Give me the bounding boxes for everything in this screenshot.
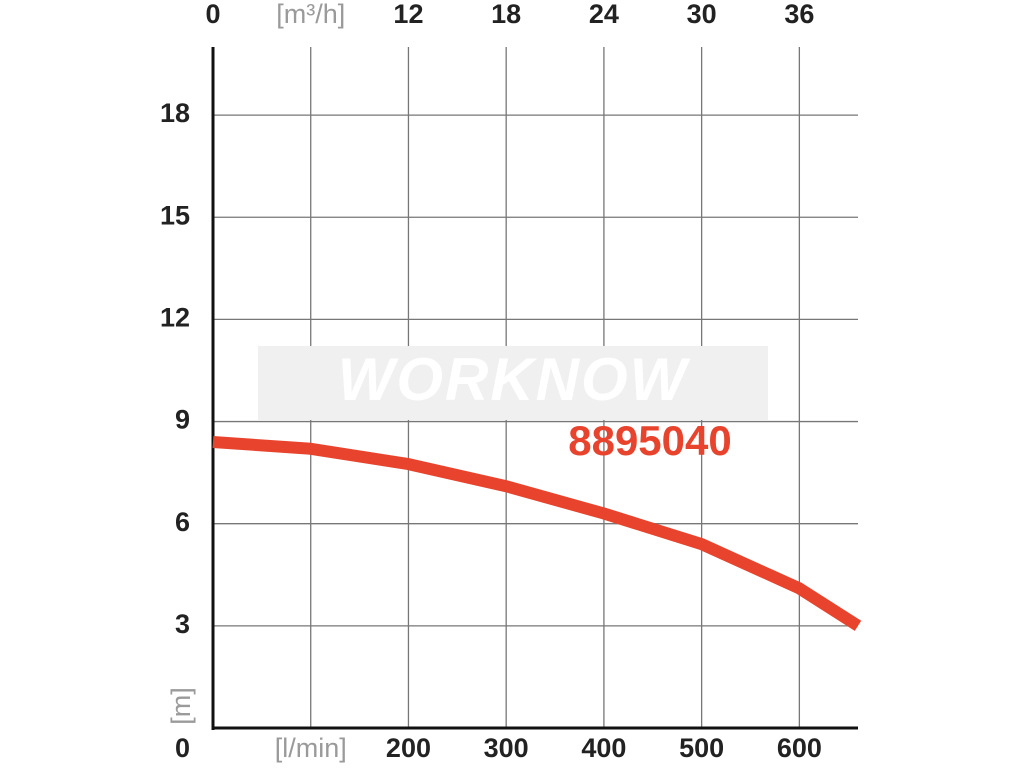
x-tick-label: 400 [581, 733, 626, 763]
x2-tick-label: 0 [205, 0, 220, 29]
x2-tick-label: 36 [784, 0, 814, 29]
watermark-box [258, 346, 768, 420]
x-tick-label: 300 [484, 733, 529, 763]
x2-tick-label: 12 [393, 0, 423, 29]
y-tick-label: 12 [160, 303, 190, 333]
y-tick-label: 9 [175, 405, 190, 435]
series-label: 8895040 [568, 417, 732, 464]
x2-tick-label: 18 [491, 0, 521, 29]
y-tick-label: 3 [175, 609, 190, 639]
x2-tick-label: 30 [687, 0, 717, 29]
x-tick-label: [l/min] [275, 733, 347, 763]
x-tick-label: 600 [777, 733, 822, 763]
x2-tick-label: 24 [589, 0, 619, 29]
y-tick-label: 6 [175, 507, 190, 537]
x2-tick-label: [m³/h] [276, 0, 345, 29]
y-axis-label: [m] [166, 687, 196, 725]
y-tick-label: 0 [175, 733, 190, 763]
x-tick-label: 500 [679, 733, 724, 763]
x-tick-label: 200 [386, 733, 431, 763]
curve [212, 435, 862, 631]
y-tick-label: 15 [160, 200, 190, 230]
y-tick-label: 18 [160, 98, 190, 128]
watermark: WORKNOW [338, 346, 691, 413]
